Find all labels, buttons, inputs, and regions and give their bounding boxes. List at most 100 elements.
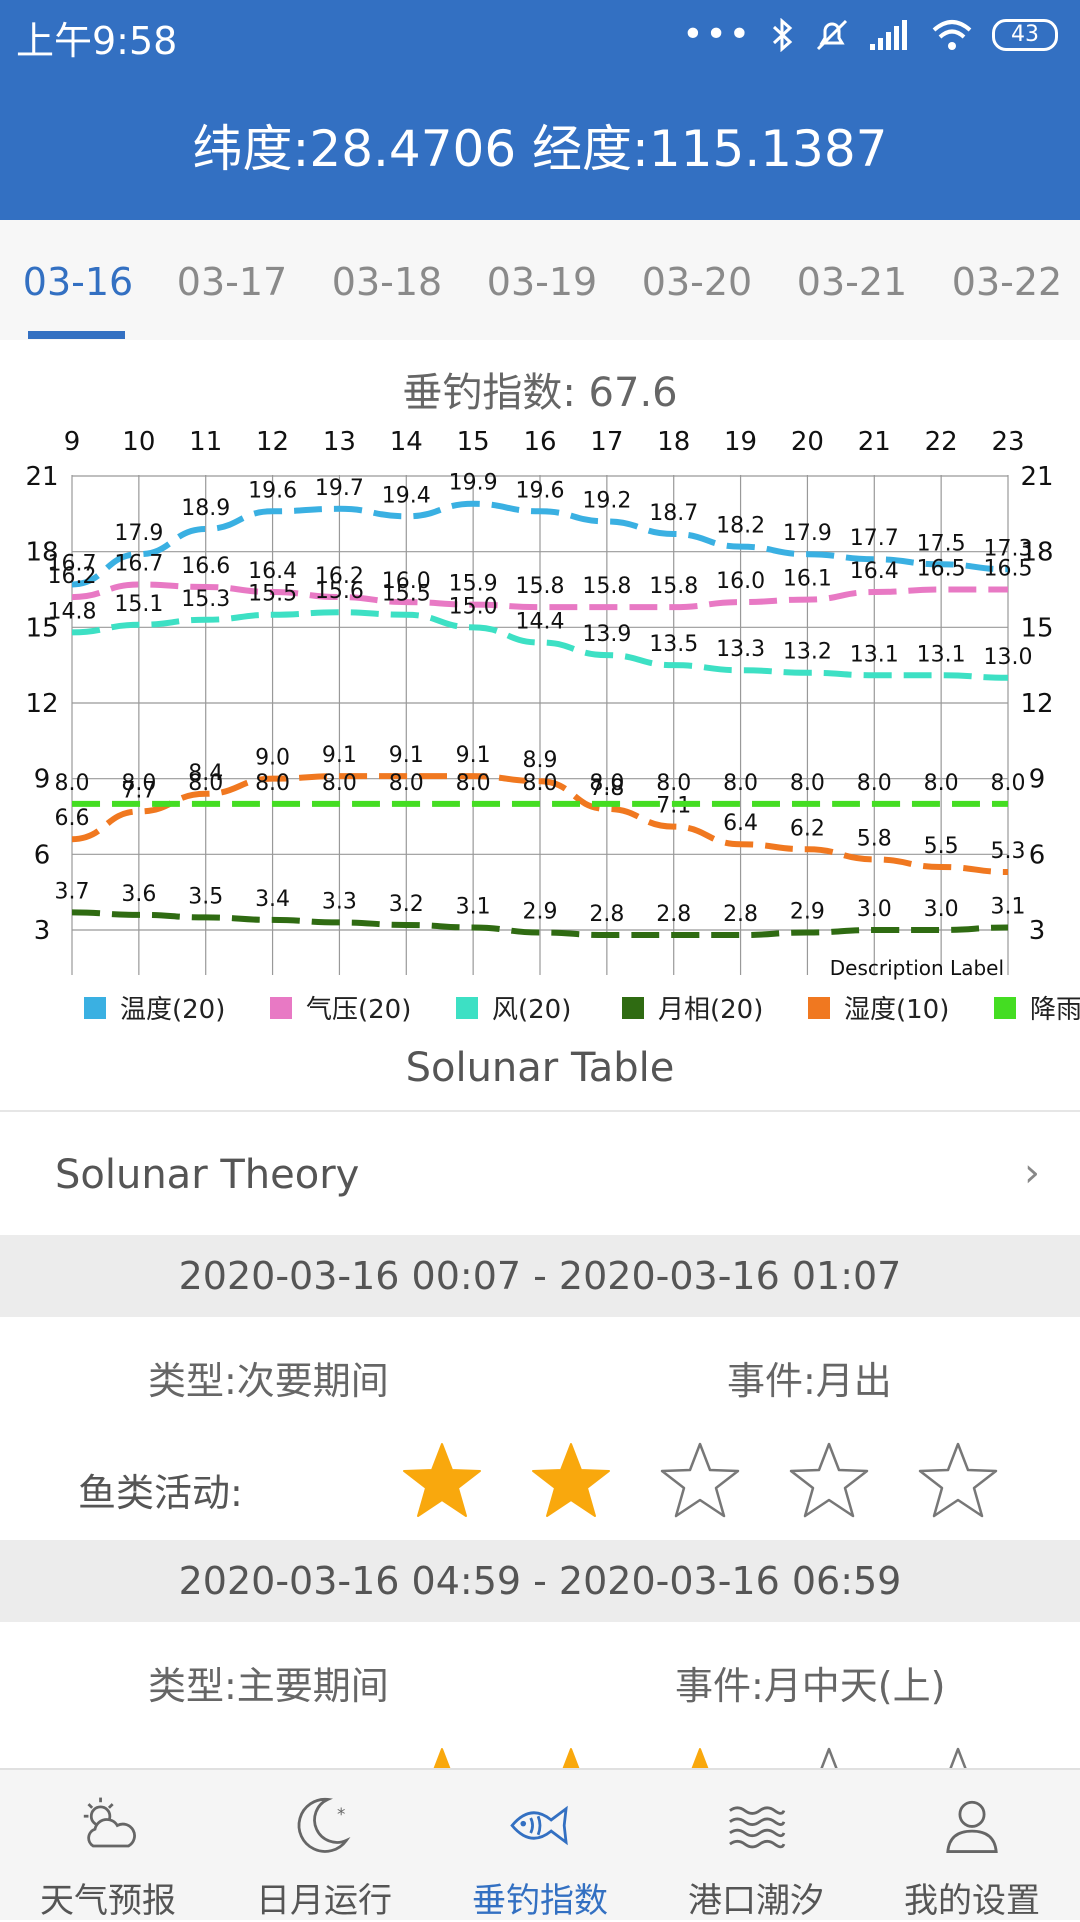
data-label: 3.3 — [322, 889, 357, 914]
wifi-icon — [932, 19, 972, 50]
data-label: 16.0 — [716, 569, 765, 594]
period-time-range: 2020-03-16 04:59 - 2020-03-16 06:59 — [0, 1540, 1080, 1622]
data-label: 8.0 — [255, 771, 290, 796]
data-label: 8.0 — [389, 771, 424, 796]
nav-sun-moon[interactable]: * 日月运行 — [216, 1770, 432, 1922]
solunar-table-title: Solunar Table — [405, 1045, 675, 1091]
chevron-right-icon: › — [1024, 1150, 1040, 1196]
description-label: Description Label — [830, 956, 1004, 980]
x-tick-label: 20 — [791, 427, 824, 457]
more-dots-icon: ••• — [682, 14, 752, 55]
data-label: 8.0 — [188, 771, 223, 796]
x-tick-label: 19 — [724, 427, 757, 457]
y-tick-label-left: 9 — [34, 765, 51, 795]
data-label: 16.7 — [114, 551, 163, 576]
status-bar: 上午9:58 ••• 43 — [0, 0, 1080, 70]
data-label: 8.0 — [656, 771, 691, 796]
data-label: 15.3 — [181, 587, 230, 612]
data-label: 19.4 — [382, 483, 431, 508]
y-tick-label-right: 9 — [1029, 765, 1046, 795]
y-tick-label-right: 6 — [1029, 840, 1046, 870]
x-tick-label: 9 — [64, 427, 81, 457]
nav-weather[interactable]: 天气预报 — [0, 1770, 216, 1922]
data-label: 16.4 — [248, 559, 297, 584]
legend-swatch — [808, 997, 830, 1019]
data-label: 17.3 — [984, 536, 1033, 561]
battery-indicator: 43 — [992, 18, 1058, 51]
y-tick-label-right: 18 — [1020, 538, 1053, 568]
svg-text:*: * — [337, 1804, 345, 1824]
period-event: 事件:月中天(上) — [675, 1664, 946, 1708]
tab-date-1[interactable]: 03-16 — [22, 260, 134, 304]
fishing-index-chart: 9 10 11 12 13 14 15 16 17 18 19 20 21 22 23 3 3 6 6 9 9 12 12 1… — [25, 427, 1053, 980]
data-label: 3.0 — [857, 897, 892, 922]
data-label: 3.4 — [255, 887, 290, 912]
data-label: 16.7 — [48, 551, 97, 576]
data-label: 16.5 — [984, 557, 1033, 582]
data-label: 5.3 — [991, 839, 1026, 864]
nav-tides[interactable]: 港口潮汐 — [648, 1770, 864, 1922]
data-label: 15.6 — [315, 579, 364, 604]
tab-date-3[interactable]: 03-18 — [331, 260, 443, 304]
data-label: 3.5 — [188, 884, 223, 909]
tab-date-7[interactable]: 03-22 — [951, 260, 1063, 304]
x-tick-label: 22 — [925, 427, 958, 457]
data-label: 3.6 — [121, 882, 156, 907]
y-tick-label-right: 21 — [1020, 462, 1053, 492]
data-label: 16.0 — [382, 569, 431, 594]
data-label: 18.9 — [181, 496, 230, 521]
period-type: 类型:次要期间 — [148, 1359, 389, 1403]
data-label: 3.1 — [991, 894, 1026, 919]
data-label: 8.0 — [790, 771, 825, 796]
bluetooth-icon — [772, 17, 793, 52]
data-label: 8.0 — [456, 771, 491, 796]
active-tab-indicator — [28, 331, 125, 339]
period-event: 事件:月出 — [727, 1359, 892, 1403]
data-label: 13.1 — [850, 642, 899, 667]
data-label: 19.6 — [248, 478, 297, 503]
tab-date-4[interactable]: 03-19 — [486, 260, 598, 304]
series-line — [71, 909, 1009, 939]
mute-bell-icon — [816, 19, 848, 50]
data-label: 7.8 — [589, 776, 624, 801]
data-label: 8.0 — [55, 771, 90, 796]
data-label: 15.8 — [516, 574, 565, 599]
data-label: 6.2 — [790, 816, 825, 841]
series-line — [71, 581, 1008, 611]
chart-legend: 温度(20) 气压(20) 风(20) 月相(20) 湿度(10) 降雨(10) — [84, 995, 1080, 1025]
data-label: 16.1 — [783, 567, 832, 592]
y-tick-label-left: 3 — [34, 916, 51, 946]
y-tick-label-left: 15 — [25, 613, 58, 643]
nav-label: 港口潮汐 — [688, 1881, 824, 1921]
x-tick-label: 13 — [323, 427, 356, 457]
legend-swatch — [456, 997, 478, 1019]
data-label: 3.7 — [55, 879, 90, 904]
tab-date-6[interactable]: 03-21 — [796, 260, 908, 304]
data-label: 19.2 — [582, 488, 631, 513]
x-tick-label: 16 — [523, 427, 556, 457]
data-label: 9.1 — [456, 743, 491, 768]
signal-icon — [870, 19, 907, 50]
data-label: 5.8 — [857, 826, 892, 851]
data-label: 13.9 — [582, 622, 631, 647]
data-label: 14.4 — [516, 609, 565, 634]
nav-settings[interactable]: 我的设置 — [864, 1770, 1080, 1922]
tab-date-2[interactable]: 03-17 — [176, 260, 288, 304]
legend-label: 温度(20) — [120, 995, 225, 1025]
y-tick-label-left: 6 — [34, 840, 51, 870]
data-label: 3.0 — [924, 897, 959, 922]
legend-swatch — [270, 997, 292, 1019]
period-type: 类型:主要期间 — [148, 1664, 389, 1708]
solunar-theory-row[interactable]: Solunar Theory › — [0, 1112, 1080, 1232]
data-label: 14.8 — [48, 599, 97, 624]
legend-label: 风(20) — [492, 995, 571, 1025]
data-label: 15.8 — [649, 574, 698, 599]
y-tick-label-left: 18 — [25, 538, 58, 568]
nav-fishing-index[interactable]: 垂钓指数 — [432, 1770, 648, 1922]
waves-icon — [729, 1806, 786, 1849]
legend-label: 月相(20) — [658, 995, 763, 1025]
y-tick-label-left: 12 — [25, 689, 58, 719]
data-label: 3.2 — [389, 892, 424, 917]
tab-date-5[interactable]: 03-20 — [641, 260, 753, 304]
x-tick-label: 21 — [858, 427, 891, 457]
